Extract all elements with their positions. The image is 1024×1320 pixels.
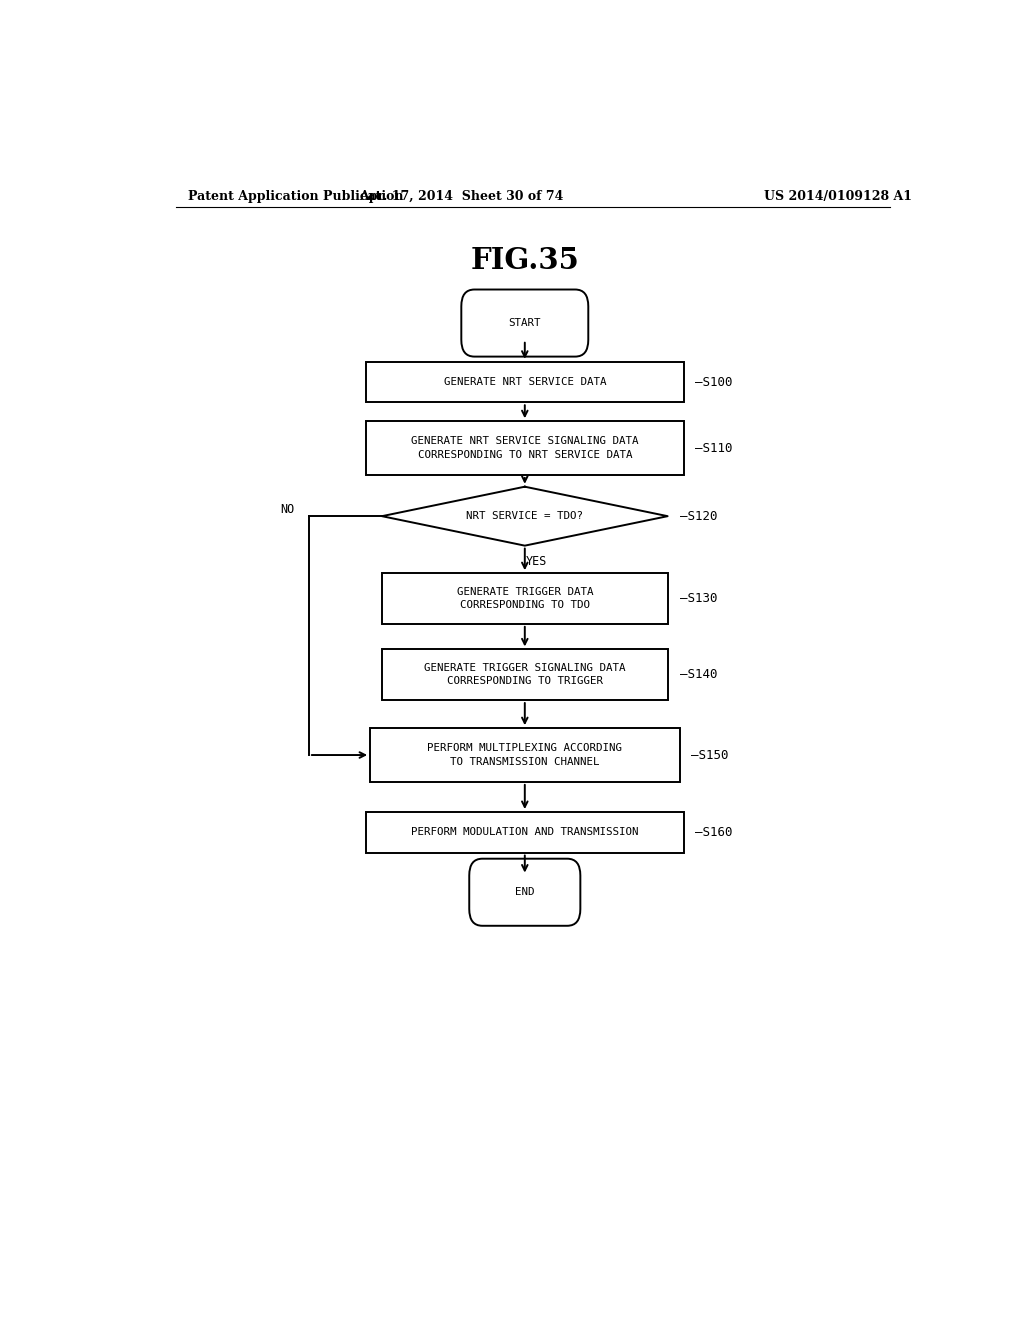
FancyBboxPatch shape xyxy=(382,649,668,700)
Text: GENERATE NRT SERVICE SIGNALING DATA
CORRESPONDING TO NRT SERVICE DATA: GENERATE NRT SERVICE SIGNALING DATA CORR… xyxy=(411,437,639,459)
Text: —S140: —S140 xyxy=(680,668,717,681)
Text: START: START xyxy=(509,318,541,329)
Text: NRT SERVICE = TDO?: NRT SERVICE = TDO? xyxy=(466,511,584,521)
Text: PERFORM MULTIPLEXING ACCORDING
TO TRANSMISSION CHANNEL: PERFORM MULTIPLEXING ACCORDING TO TRANSM… xyxy=(427,743,623,767)
FancyBboxPatch shape xyxy=(461,289,588,356)
Text: GENERATE TRIGGER DATA
CORRESPONDING TO TDO: GENERATE TRIGGER DATA CORRESPONDING TO T… xyxy=(457,587,593,610)
Text: YES: YES xyxy=(526,556,548,569)
Text: NO: NO xyxy=(281,503,295,516)
Polygon shape xyxy=(382,487,668,545)
FancyBboxPatch shape xyxy=(367,812,684,853)
Text: END: END xyxy=(515,887,535,898)
FancyBboxPatch shape xyxy=(367,421,684,475)
Text: —S130: —S130 xyxy=(680,591,717,605)
Text: —S100: —S100 xyxy=(695,375,733,388)
Text: PERFORM MODULATION AND TRANSMISSION: PERFORM MODULATION AND TRANSMISSION xyxy=(411,828,639,837)
FancyBboxPatch shape xyxy=(469,859,581,925)
Text: —S150: —S150 xyxy=(691,748,729,762)
Text: FIG.35: FIG.35 xyxy=(470,246,580,275)
Text: Apr. 17, 2014  Sheet 30 of 74: Apr. 17, 2014 Sheet 30 of 74 xyxy=(359,190,563,202)
Text: —S120: —S120 xyxy=(680,510,717,523)
Text: US 2014/0109128 A1: US 2014/0109128 A1 xyxy=(764,190,912,202)
Text: GENERATE TRIGGER SIGNALING DATA
CORRESPONDING TO TRIGGER: GENERATE TRIGGER SIGNALING DATA CORRESPO… xyxy=(424,663,626,686)
Text: GENERATE NRT SERVICE DATA: GENERATE NRT SERVICE DATA xyxy=(443,378,606,387)
FancyBboxPatch shape xyxy=(367,362,684,403)
Text: —S160: —S160 xyxy=(695,826,733,838)
Text: —S110: —S110 xyxy=(695,442,733,454)
Text: Patent Application Publication: Patent Application Publication xyxy=(187,190,403,202)
FancyBboxPatch shape xyxy=(370,729,680,781)
FancyBboxPatch shape xyxy=(382,573,668,624)
